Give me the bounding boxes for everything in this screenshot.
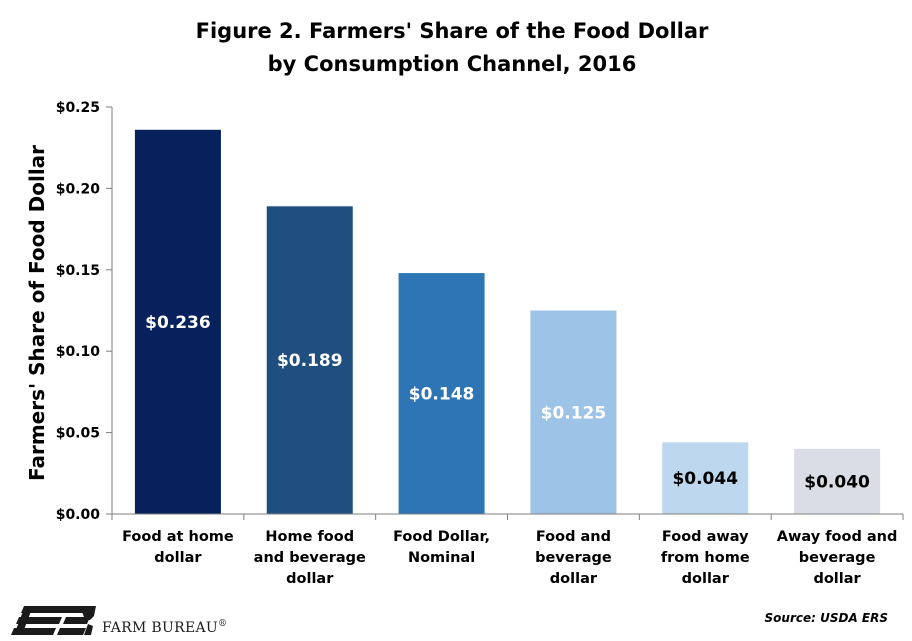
bar (662, 442, 749, 514)
y-tick-label: $0.15 (56, 263, 100, 279)
x-category-label-line: and beverage (254, 550, 366, 566)
source-note: Source: USDA ERS (765, 611, 888, 625)
bar-value-label: $0.236 (145, 313, 211, 333)
x-category-label-line: dollar (550, 571, 598, 587)
brand-name: FARM BUREAU (102, 620, 218, 636)
y-tick-label: $0.05 (56, 426, 100, 442)
chart-title-line-2: by Consumption Channel, 2016 (268, 52, 637, 76)
chart-title: Figure 2. Farmers' Share of the Food Dol… (196, 19, 709, 76)
x-category-label: Food away from home dollar (661, 529, 750, 587)
brand-name-text: FARM BUREAU® (102, 619, 227, 636)
bar (530, 310, 617, 514)
x-category-label-line: dollar (154, 550, 202, 566)
bar (794, 448, 881, 514)
brand-registered-mark: ® (218, 619, 227, 629)
y-tick-label: $0.20 (56, 181, 101, 197)
x-category-label-line: from home (661, 550, 750, 566)
bar (398, 273, 485, 514)
x-category-label-line: dollar (813, 571, 861, 587)
x-axis-category-labels: Food at home dollar Home food and beverage d… (122, 529, 897, 587)
data-labels: $0.236 $0.189 $0.148 $0.125 $0.044 $0.040 (145, 313, 870, 493)
chart-title-line-1: Figure 2. Farmers' Share of the Food Dol… (196, 19, 709, 43)
y-axis-ticks: $0.00 $0.05 $0.10 $0.15 $0.20 $0.25 (56, 100, 112, 523)
bar (134, 129, 221, 515)
bar-value-label: $0.148 (409, 385, 475, 405)
x-category-label-line: Food away (662, 529, 749, 545)
x-category-label-line: Food at home (122, 529, 234, 545)
farm-bureau-logo: FARM BUREAU® (11, 606, 227, 636)
y-axis-label: Farmers' Share of Food Dollar (25, 145, 49, 481)
x-category-label-line: Nominal (408, 550, 475, 566)
x-category-label: Food and beverage dollar (535, 529, 612, 587)
bar-value-label: $0.189 (277, 351, 343, 371)
x-category-label: Food Dollar, Nominal (393, 529, 490, 566)
bar-value-label: $0.040 (804, 472, 870, 492)
x-category-label: Away food and beverage dollar (777, 529, 898, 587)
x-category-label-line: Food Dollar, (393, 529, 490, 545)
bar-value-label: $0.125 (541, 403, 607, 423)
y-tick-label: $0.00 (56, 507, 101, 523)
y-tick-label: $0.10 (56, 344, 101, 360)
x-category-label: Food at home dollar (122, 529, 234, 566)
bar (266, 206, 353, 515)
axes (111, 107, 904, 520)
farm-bureau-fb-mark-icon (11, 606, 96, 635)
x-category-label-line: Food and (536, 529, 611, 545)
y-tick-label: $0.25 (56, 100, 100, 116)
bars (134, 129, 881, 515)
x-category-label-line: beverage (799, 550, 876, 566)
x-category-label-line: Away food and (777, 529, 898, 545)
x-category-label-line: beverage (535, 550, 612, 566)
bar-value-label: $0.044 (672, 469, 738, 489)
x-category-label: Home food and beverage dollar (254, 529, 366, 587)
x-category-label-line: dollar (286, 571, 334, 587)
x-category-label-line: Home food (265, 529, 354, 545)
x-category-label-line: dollar (682, 571, 730, 587)
